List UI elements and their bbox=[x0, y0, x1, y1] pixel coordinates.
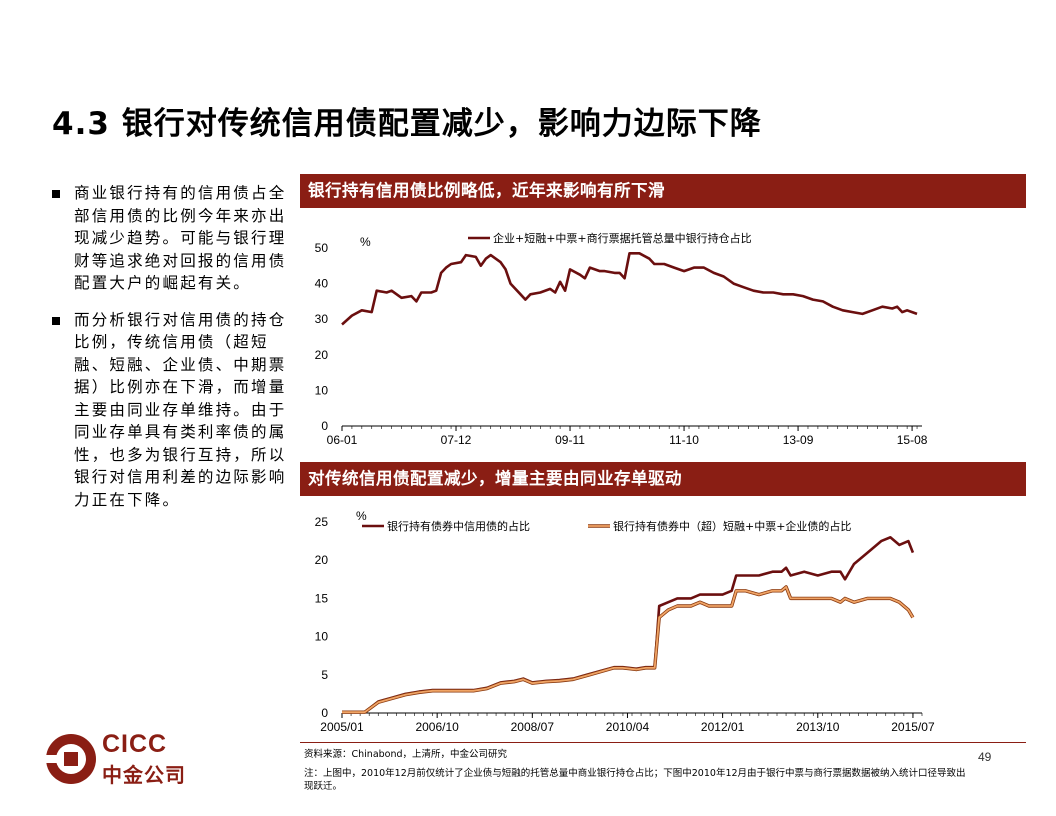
logo-text-en: CICC bbox=[102, 730, 168, 758]
chart1-title-band: 银行持有信用债比例略低，近年来影响有所下滑 bbox=[300, 174, 1026, 208]
square-bullet-icon bbox=[52, 190, 60, 198]
series-line bbox=[342, 586, 914, 714]
x-tick-label: 2010/04 bbox=[606, 720, 650, 734]
series-line bbox=[341, 251, 918, 326]
series-line bbox=[342, 535, 915, 714]
source-text: 资料来源：Chinabond，上清所，中金公司研究 bbox=[304, 749, 508, 760]
y-tick-label: 5 bbox=[321, 668, 328, 682]
cicc-logo: CICC 中金公司 bbox=[44, 730, 204, 791]
footnote-text: 注：上图中，2010年12月前仅统计了企业债与短融的托管总量中商业银行持仓占比；… bbox=[304, 768, 966, 792]
bullet-item: 而分析银行对信用债的持仓比例，传统信用债（超短融、短融、企业债、中期票据）比例亦… bbox=[52, 309, 292, 512]
y-tick-label: 0 bbox=[321, 419, 328, 433]
x-tick-label: 15-08 bbox=[897, 433, 928, 447]
y-tick-label: 10 bbox=[315, 630, 329, 644]
bullet-text: 商业银行持有的信用债占全部信用债的比例今年来亦出现减少趋势。可能与银行理财等追求… bbox=[74, 184, 287, 292]
y-unit-label: % bbox=[360, 235, 371, 249]
y-tick-label: 50 bbox=[315, 241, 329, 255]
y-tick-label: 0 bbox=[321, 706, 328, 720]
x-tick-label: 2015/07 bbox=[891, 720, 935, 734]
y-tick-label: 40 bbox=[315, 277, 329, 291]
y-tick-label: 30 bbox=[315, 312, 329, 326]
legend-label: 银行持有债券中信用债的占比 bbox=[387, 519, 530, 533]
chart2-plot: 0 5 10 15 20 25 % 2005/01 2006/10 2008/07 2010/04 2… bbox=[315, 509, 935, 734]
x-tick-label: 11-10 bbox=[669, 433, 699, 447]
series-line-outline bbox=[342, 585, 915, 714]
y-unit-label: % bbox=[356, 509, 367, 523]
footer-divider bbox=[300, 742, 1026, 743]
x-tick-label: 2013/10 bbox=[796, 720, 840, 734]
x-tick-label: 2008/07 bbox=[511, 720, 555, 734]
y-tick-label: 20 bbox=[315, 348, 329, 362]
legend-label: 企业+短融+中票+商行票据托管总量中银行持仓占比 bbox=[493, 231, 752, 245]
x-tick-label: 2006/10 bbox=[415, 720, 459, 734]
x-tick-label: 09-11 bbox=[555, 433, 585, 447]
y-tick-label: 10 bbox=[315, 383, 329, 397]
y-tick-label: 15 bbox=[315, 591, 329, 605]
logo-text-cn: 中金公司 bbox=[102, 763, 186, 787]
legend-label: 银行持有债券中（超）短融+中票+企业债的占比 bbox=[613, 519, 851, 533]
x-tick-label: 06-01 bbox=[327, 433, 358, 447]
y-tick-label: 20 bbox=[315, 553, 329, 567]
x-tick-label: 07-12 bbox=[441, 433, 472, 447]
x-tick-label: 13-09 bbox=[783, 433, 814, 447]
chart1-plot: 0 10 20 30 40 50 % 06-01 07-12 09-11 11-10 13-09 15-… bbox=[315, 231, 928, 447]
x-tick-label: 2012/01 bbox=[701, 720, 745, 734]
chart2-title-band: 对传统信用债配置减少，增量主要由同业存单驱动 bbox=[300, 462, 1026, 496]
cicc-logo-icon bbox=[44, 734, 96, 784]
page-title: 4.3 银行对传统信用债配置减少，影响力边际下降 bbox=[52, 106, 762, 142]
y-tick-label: 25 bbox=[315, 515, 329, 529]
bullet-list: 商业银行持有的信用债占全部信用债的比例今年来亦出现减少趋势。可能与银行理财等追求… bbox=[52, 182, 292, 525]
page-number: 49 bbox=[978, 750, 992, 764]
x-tick-label: 2005/01 bbox=[320, 720, 364, 734]
bullet-item: 商业银行持有的信用债占全部信用债的比例今年来亦出现减少趋势。可能与银行理财等追求… bbox=[52, 182, 292, 295]
square-bullet-icon bbox=[52, 316, 60, 325]
bullet-text: 而分析银行对信用债的持仓比例，传统信用债（超短融、短融、企业债、中期票据）比例亦… bbox=[74, 310, 287, 509]
